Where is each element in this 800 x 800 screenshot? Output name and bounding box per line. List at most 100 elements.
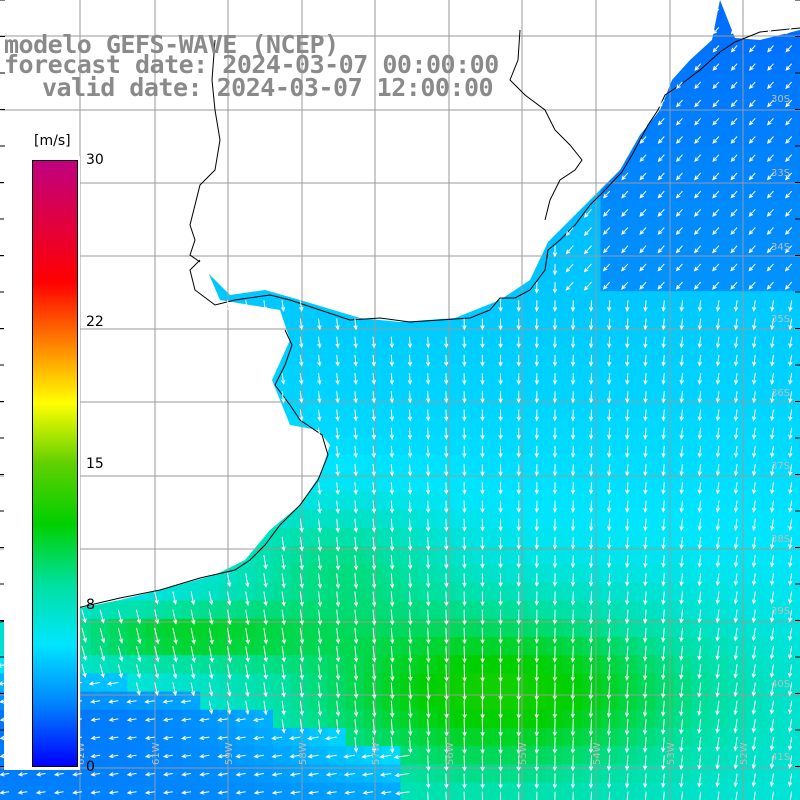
wind-arrow bbox=[335, 718, 341, 735]
wind-arrow bbox=[643, 427, 648, 440]
wind-speed-cell bbox=[291, 764, 310, 784]
wind-arrow bbox=[787, 773, 793, 788]
wind-arrow bbox=[516, 536, 521, 550]
wind-arrow bbox=[661, 591, 666, 606]
longitude-label: 57W bbox=[371, 742, 382, 765]
wind-arrow bbox=[353, 354, 358, 367]
wind-arrow bbox=[588, 336, 594, 349]
wind-arrow bbox=[462, 737, 467, 755]
wind-speed-cell bbox=[764, 782, 784, 800]
wind-arrow bbox=[625, 573, 630, 587]
wind-arrow bbox=[498, 445, 503, 459]
wind-arrow bbox=[570, 409, 576, 422]
wind-arrow bbox=[771, 791, 774, 800]
wind-arrow bbox=[769, 718, 775, 733]
wind-arrow bbox=[353, 555, 359, 571]
wind-arrow bbox=[639, 281, 647, 290]
wind-arrow bbox=[785, 154, 793, 163]
wind-arrow bbox=[516, 737, 521, 755]
wind-arrow bbox=[126, 717, 137, 722]
wind-arrow bbox=[661, 700, 666, 717]
wind-arrow bbox=[317, 609, 323, 626]
wind-arrow bbox=[534, 682, 539, 701]
wind-arrow bbox=[748, 208, 756, 217]
wind-arrow bbox=[271, 790, 283, 795]
wind-arrow bbox=[751, 664, 757, 679]
wind-arrow bbox=[748, 245, 756, 254]
wind-arrow bbox=[498, 391, 503, 404]
wind-arrow bbox=[657, 190, 665, 199]
wind-arrow bbox=[462, 318, 467, 331]
wind-arrow bbox=[498, 664, 503, 683]
wind-arrow bbox=[643, 336, 648, 349]
wind-arrow bbox=[426, 700, 431, 719]
wind-arrow bbox=[325, 754, 337, 759]
wind-arrow bbox=[697, 445, 703, 459]
wind-arrow bbox=[154, 627, 160, 645]
wind-arrow bbox=[785, 8, 793, 17]
wind-arrow bbox=[661, 664, 666, 681]
wind-arrow bbox=[661, 755, 666, 771]
wind-speed-cell bbox=[327, 764, 347, 784]
wind-arrow bbox=[317, 555, 322, 571]
wind-arrow bbox=[17, 790, 28, 795]
coastline-north bbox=[189, 27, 800, 323]
wind-arrow bbox=[552, 609, 558, 625]
wind-arrow bbox=[516, 573, 521, 588]
wind-arrow bbox=[263, 664, 268, 680]
wind-arrow bbox=[766, 117, 774, 126]
wind-arrow bbox=[534, 536, 539, 550]
wind-arrow bbox=[281, 646, 286, 663]
wind-arrow bbox=[299, 718, 304, 735]
wind-arrow bbox=[35, 772, 46, 777]
wind-arrow bbox=[694, 154, 702, 163]
latitude-label: 38S bbox=[771, 534, 790, 545]
wind-arrow bbox=[751, 609, 757, 624]
wind-arrow bbox=[748, 263, 756, 272]
wind-arrow bbox=[715, 409, 721, 422]
wind-arrow bbox=[679, 373, 684, 386]
wind-arrow bbox=[317, 391, 322, 404]
wind-arrow bbox=[335, 409, 340, 422]
wind-speed-cell bbox=[18, 782, 37, 800]
wind-arrow bbox=[588, 318, 594, 331]
wind-arrow bbox=[498, 700, 503, 720]
wind-arrow bbox=[552, 409, 558, 422]
wind-speed-cell bbox=[382, 782, 401, 800]
wind-arrow bbox=[353, 482, 358, 496]
wind-arrow bbox=[717, 791, 720, 800]
wind-arrow bbox=[621, 190, 629, 199]
wind-arrow bbox=[444, 464, 449, 477]
wind-arrow bbox=[715, 664, 720, 680]
colorbar-tick-label: 0 bbox=[86, 759, 95, 775]
wind-arrow bbox=[72, 772, 82, 777]
wind-arrow bbox=[99, 627, 106, 644]
wind-arrow bbox=[751, 518, 757, 532]
wind-arrow bbox=[712, 190, 720, 199]
wind-arrow bbox=[788, 609, 793, 623]
wind-arrow bbox=[335, 445, 340, 459]
uruguay-border bbox=[189, 39, 221, 263]
wind-arrow bbox=[770, 318, 775, 331]
wind-speed-cell bbox=[600, 782, 620, 800]
wind-arrow bbox=[570, 318, 576, 331]
wind-arrow bbox=[516, 682, 521, 701]
wind-arrow bbox=[353, 445, 358, 459]
wind-arrow bbox=[534, 555, 539, 569]
colorbar-unit: [m/s] bbox=[34, 133, 71, 149]
wind-arrow bbox=[299, 627, 305, 645]
wind-arrow bbox=[712, 227, 720, 236]
coastline-south bbox=[0, 329, 329, 623]
wind-arrow bbox=[317, 518, 322, 533]
wind-arrow bbox=[657, 99, 665, 108]
wind-arrow bbox=[534, 445, 539, 459]
wind-arrow bbox=[253, 790, 264, 795]
wind-arrow bbox=[676, 81, 683, 90]
wind-arrow bbox=[181, 772, 192, 777]
wind-arrow bbox=[697, 354, 703, 367]
wind-arrow bbox=[588, 773, 594, 789]
wind-arrow bbox=[317, 318, 322, 331]
wind-arrow bbox=[162, 772, 173, 777]
wind-arrow bbox=[426, 755, 431, 772]
wind-arrow bbox=[606, 591, 612, 606]
